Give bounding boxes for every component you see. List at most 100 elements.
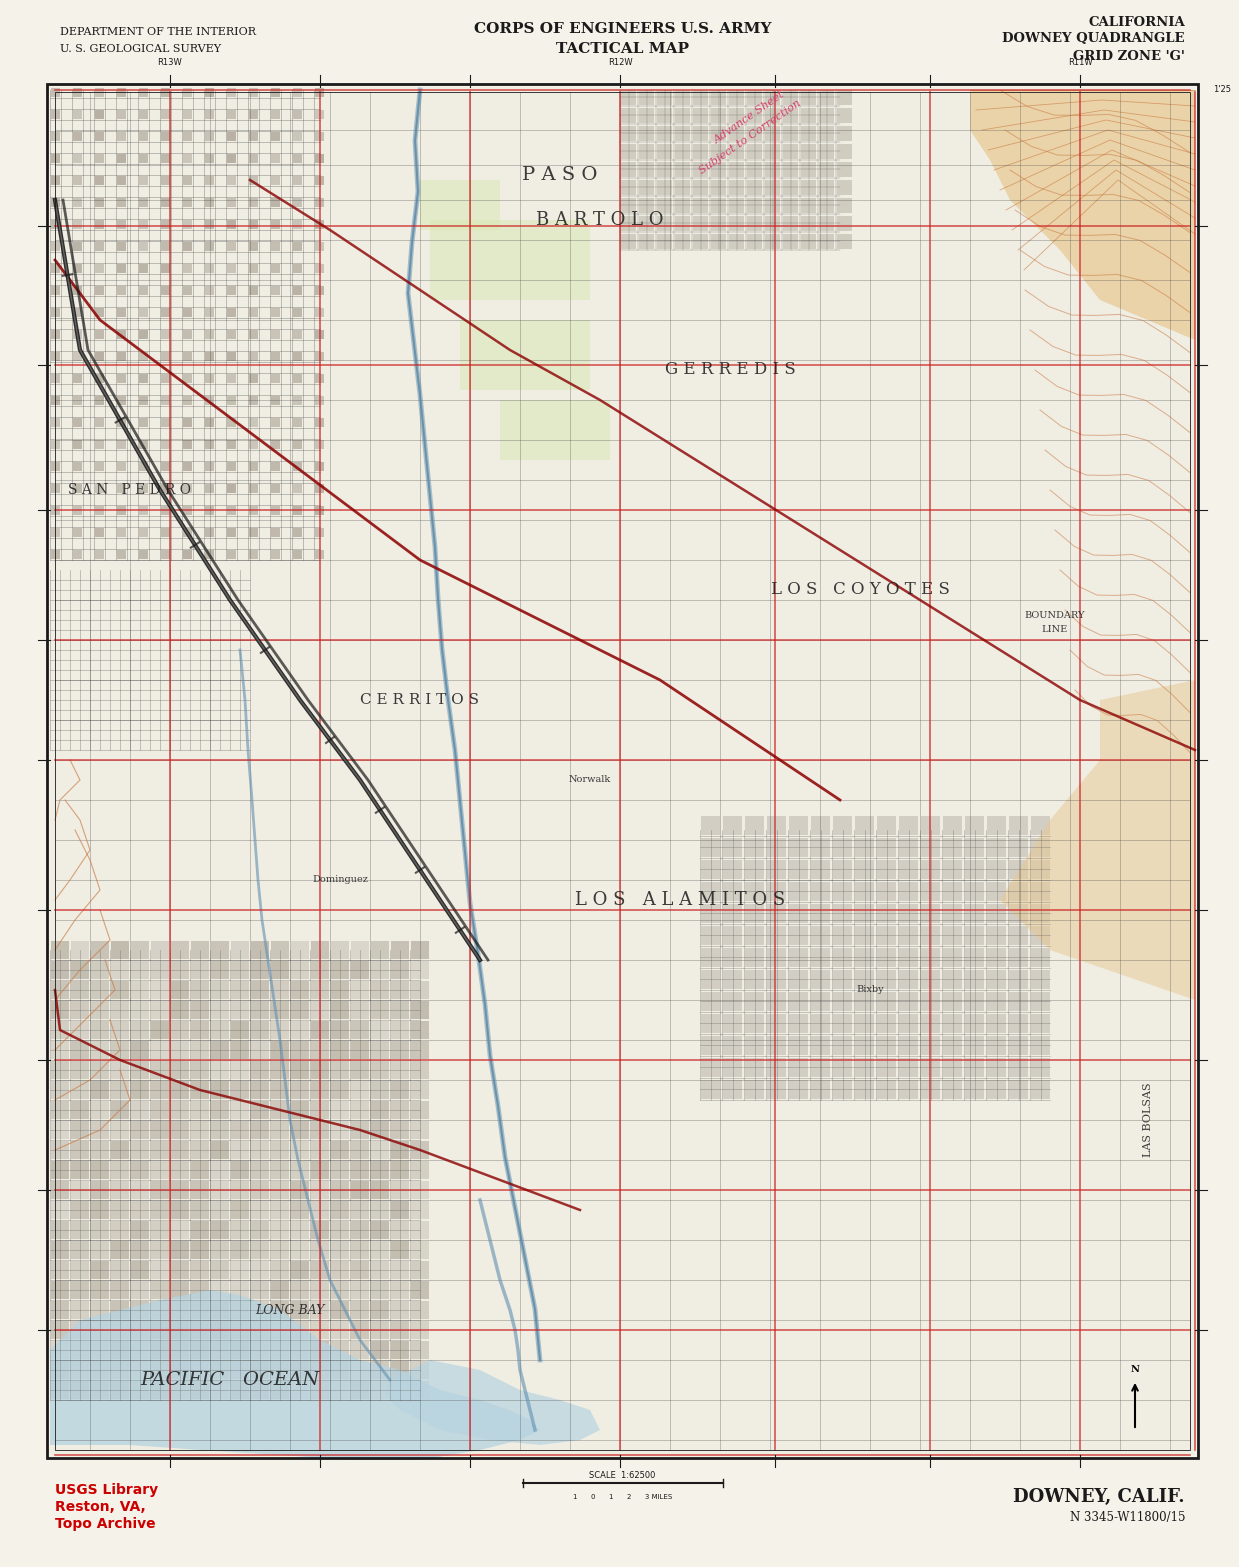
Bar: [191, 1120, 209, 1139]
Bar: [252, 1301, 269, 1319]
Bar: [51, 219, 59, 229]
Bar: [724, 882, 742, 901]
Bar: [227, 88, 235, 97]
Bar: [311, 1182, 330, 1199]
Bar: [819, 233, 834, 249]
Bar: [139, 219, 147, 229]
Bar: [71, 1341, 89, 1359]
Bar: [131, 1321, 149, 1338]
Bar: [252, 1001, 269, 1019]
Bar: [1009, 860, 1028, 879]
Bar: [351, 961, 369, 979]
Bar: [292, 309, 302, 317]
Bar: [249, 132, 258, 141]
Bar: [204, 550, 214, 559]
Bar: [767, 1014, 786, 1033]
Bar: [51, 309, 59, 317]
Bar: [211, 1161, 229, 1178]
Bar: [151, 1081, 169, 1098]
Bar: [833, 1036, 852, 1055]
Bar: [833, 1058, 852, 1077]
Bar: [370, 1022, 389, 1039]
Bar: [230, 1261, 249, 1279]
Bar: [90, 1182, 109, 1199]
Bar: [411, 1221, 429, 1239]
Bar: [95, 287, 104, 295]
Bar: [211, 961, 229, 979]
Bar: [965, 926, 984, 945]
Bar: [315, 506, 325, 516]
Text: L O S   A L A M I T O S: L O S A L A M I T O S: [575, 892, 786, 909]
Bar: [271, 375, 280, 382]
Bar: [90, 1081, 109, 1098]
Bar: [311, 1061, 330, 1080]
Bar: [211, 1381, 229, 1399]
Bar: [131, 1040, 149, 1059]
Bar: [191, 1280, 209, 1299]
Bar: [131, 1301, 149, 1319]
Text: U. S. GEOLOGICAL SURVEY: U. S. GEOLOGICAL SURVEY: [59, 44, 221, 53]
Bar: [900, 970, 918, 989]
Bar: [116, 396, 126, 404]
Bar: [230, 1241, 249, 1258]
Bar: [812, 970, 830, 989]
Bar: [51, 1200, 69, 1219]
Bar: [151, 1141, 169, 1160]
Bar: [921, 1036, 940, 1055]
Bar: [855, 926, 873, 945]
Bar: [95, 176, 104, 185]
Bar: [249, 88, 258, 97]
Bar: [1009, 1080, 1028, 1098]
Bar: [73, 396, 82, 404]
Bar: [921, 1080, 940, 1098]
Bar: [271, 309, 280, 317]
Bar: [112, 1241, 129, 1258]
Bar: [351, 1321, 369, 1338]
Bar: [833, 882, 852, 901]
Bar: [183, 132, 192, 141]
Bar: [183, 462, 192, 472]
Bar: [249, 418, 258, 426]
Bar: [1009, 838, 1028, 857]
Bar: [877, 948, 896, 967]
Bar: [249, 484, 258, 494]
Text: TACTICAL MAP: TACTICAL MAP: [556, 42, 689, 56]
Bar: [230, 961, 249, 979]
Bar: [71, 1200, 89, 1219]
Bar: [351, 1261, 369, 1279]
Bar: [291, 1102, 309, 1119]
Bar: [838, 125, 852, 141]
Bar: [987, 992, 1006, 1011]
Bar: [116, 287, 126, 295]
Bar: [292, 287, 302, 295]
Bar: [701, 904, 720, 923]
Bar: [139, 528, 147, 537]
Bar: [183, 176, 192, 185]
Bar: [95, 528, 104, 537]
Bar: [227, 154, 235, 163]
Bar: [112, 1081, 129, 1098]
Bar: [877, 816, 896, 835]
Bar: [90, 1280, 109, 1299]
Bar: [331, 1040, 349, 1059]
Bar: [800, 180, 817, 194]
Bar: [71, 1061, 89, 1080]
Bar: [73, 375, 82, 382]
Bar: [657, 161, 672, 177]
Bar: [764, 180, 781, 194]
Bar: [211, 1081, 229, 1098]
Bar: [227, 440, 235, 450]
Bar: [112, 1200, 129, 1219]
Bar: [227, 263, 235, 273]
Bar: [900, 926, 918, 945]
Bar: [838, 144, 852, 158]
Bar: [90, 1040, 109, 1059]
Bar: [230, 942, 249, 959]
Bar: [331, 942, 349, 959]
Bar: [965, 816, 984, 835]
Bar: [729, 125, 743, 141]
Bar: [204, 396, 214, 404]
Bar: [252, 981, 269, 1000]
Bar: [1031, 904, 1049, 923]
Bar: [877, 992, 896, 1011]
